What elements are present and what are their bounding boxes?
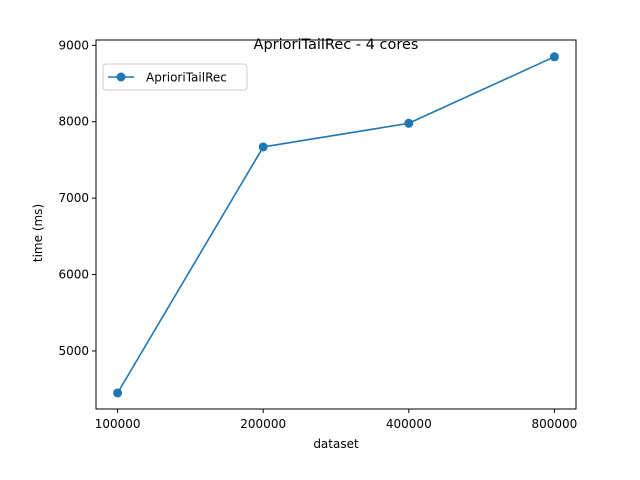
y-tick-label: 6000 — [58, 268, 89, 282]
data-point — [113, 388, 123, 398]
data-point — [258, 142, 268, 152]
x-tick-label: 100000 — [95, 417, 141, 431]
legend: AprioriTailRec — [102, 63, 248, 91]
axis-ticks: 5000 6000 7000 8000 9000 100000 200000 400000 80… — [58, 38, 577, 431]
y-tick-label: 8000 — [58, 115, 89, 129]
legend-box — [102, 63, 248, 91]
plot-frame — [95, 39, 577, 410]
data-point — [549, 52, 559, 62]
series-line — [116, 56, 555, 394]
chart-title: AprioriTailRec - 4 cores — [254, 37, 419, 53]
legend-marker — [116, 72, 126, 82]
data-point — [404, 118, 414, 128]
plot-area — [113, 52, 559, 398]
y-tick-label: 9000 — [58, 38, 89, 52]
x-tick-label: 800000 — [531, 417, 577, 431]
x-axis-label: dataset — [313, 437, 359, 451]
x-tick-label: 400000 — [386, 417, 432, 431]
y-axis-label: time (ms) — [31, 204, 45, 262]
y-tick-label: 7000 — [58, 191, 89, 205]
x-tick-label: 200000 — [240, 417, 286, 431]
y-tick-label: 5000 — [58, 344, 89, 358]
legend-label: AprioriTailRec — [146, 71, 227, 85]
